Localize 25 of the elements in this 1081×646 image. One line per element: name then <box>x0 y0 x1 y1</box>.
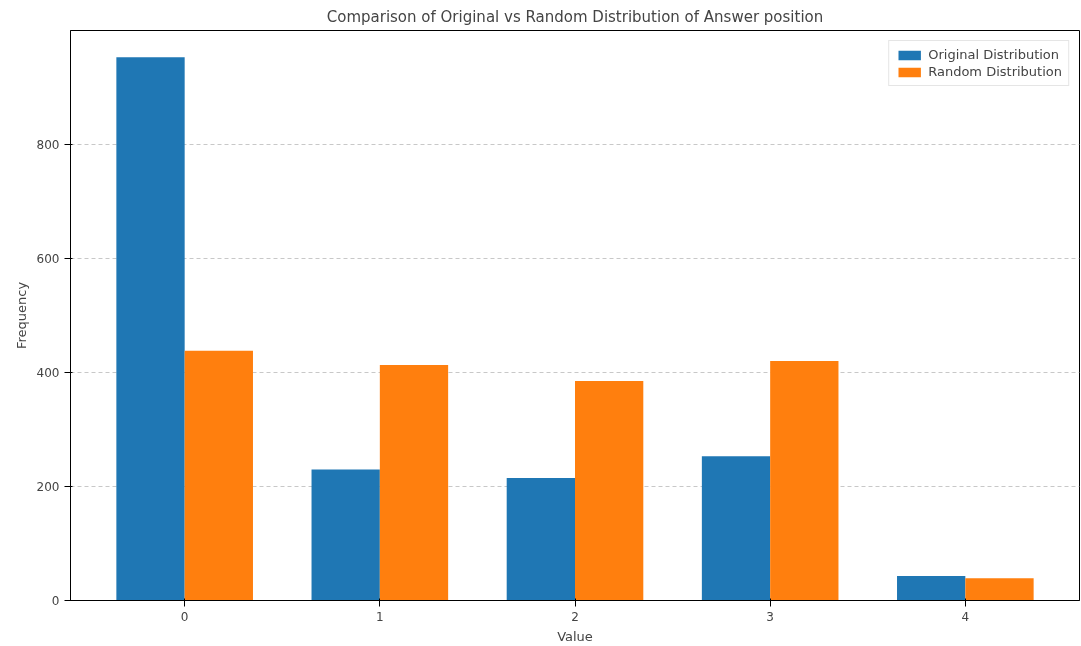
bar <box>701 456 771 601</box>
x-tick-label: 1 <box>376 609 384 624</box>
bar <box>379 365 449 601</box>
bar <box>184 350 253 601</box>
y-axis-title: Frequency <box>13 281 29 350</box>
legend-label: Random Distribution <box>928 64 1062 79</box>
y-tick-label: 200 <box>36 480 60 494</box>
x-tick-label: 0 <box>180 609 189 624</box>
bar <box>897 575 966 601</box>
bar <box>116 57 185 601</box>
legend-label: Original Distribution <box>928 47 1060 62</box>
bar <box>311 469 380 601</box>
x-axis-title: Value <box>557 628 593 644</box>
y-tick-label: 400 <box>36 366 60 380</box>
x-tick-label: 3 <box>766 609 774 624</box>
bar <box>506 477 575 601</box>
x-tick-label: 4 <box>961 609 970 624</box>
y-tick-label: 800 <box>36 138 60 152</box>
chart-title: Comparison of Original vs Random Distribution of Answer position <box>326 7 824 26</box>
bar <box>770 361 839 601</box>
x-tick-label: 2 <box>571 609 579 624</box>
y-tick-label: 0 <box>51 594 60 608</box>
y-tick-label: 600 <box>36 252 60 266</box>
bar <box>965 578 1034 601</box>
bar <box>575 381 644 601</box>
